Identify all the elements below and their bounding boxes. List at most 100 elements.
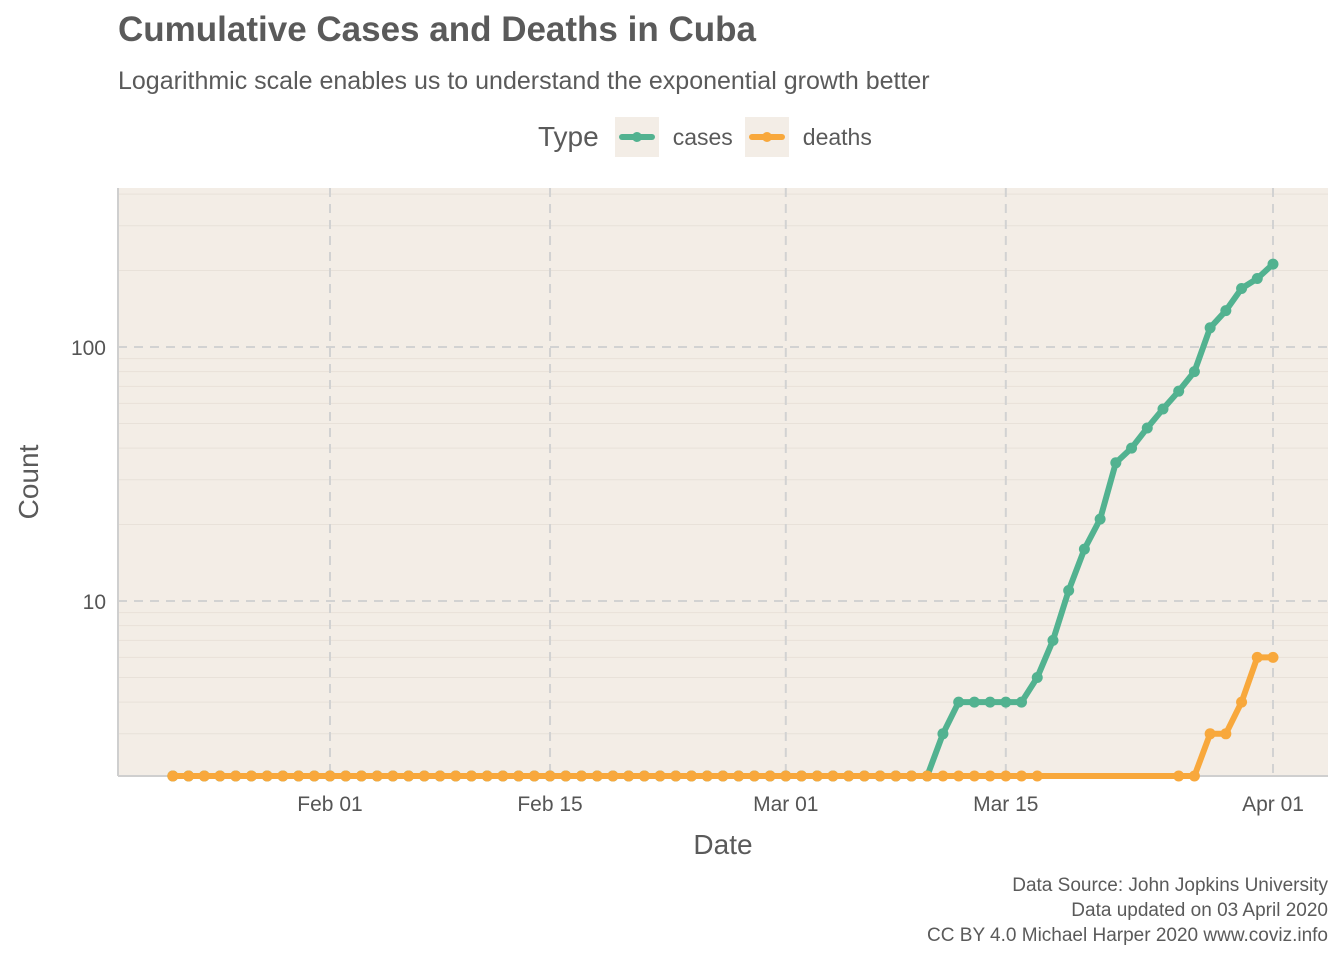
data-point-deaths xyxy=(937,770,949,782)
data-point-deaths xyxy=(1188,770,1200,782)
data-point-deaths xyxy=(355,770,367,782)
legend-key-cases xyxy=(614,117,659,157)
data-point-deaths xyxy=(780,770,792,782)
data-point-deaths xyxy=(560,770,572,782)
data-point-cases xyxy=(1063,584,1075,596)
chart-title: Cumulative Cases and Deaths in Cuba xyxy=(118,10,756,49)
legend-label-cases: cases xyxy=(672,123,733,150)
x-axis-title: Date xyxy=(693,829,752,860)
data-point-deaths xyxy=(575,770,587,782)
data-point-cases xyxy=(937,728,949,740)
data-point-deaths xyxy=(984,770,996,782)
data-point-deaths xyxy=(183,770,195,782)
data-point-deaths xyxy=(497,770,509,782)
data-point-deaths xyxy=(748,770,760,782)
x-axis-ticks: Feb 01 Feb 15 Mar 01 Mar 15 Apr 01 xyxy=(297,793,1304,816)
data-point-deaths xyxy=(1000,770,1012,782)
y-tick-label: 100 xyxy=(71,337,106,360)
chart-subtitle: Logarithmic scale enables us to understa… xyxy=(118,67,930,95)
y-tick-label: 10 xyxy=(83,591,106,614)
data-point-cases xyxy=(1016,696,1028,708)
data-point-deaths xyxy=(1251,651,1263,663)
data-point-deaths xyxy=(591,770,603,782)
data-point-deaths xyxy=(371,770,383,782)
data-point-deaths xyxy=(858,770,870,782)
data-point-deaths xyxy=(638,770,650,782)
data-point-deaths xyxy=(513,770,525,782)
data-point-cases xyxy=(968,696,980,708)
data-point-deaths xyxy=(324,770,336,782)
data-point-deaths xyxy=(953,770,965,782)
data-point-cases xyxy=(1204,322,1216,334)
series-layer xyxy=(167,258,1279,782)
data-point-deaths xyxy=(670,770,682,782)
data-point-deaths xyxy=(827,770,839,782)
data-point-deaths xyxy=(874,770,886,782)
data-point-deaths xyxy=(733,770,745,782)
data-point-cases xyxy=(1110,457,1122,469)
data-point-deaths xyxy=(277,770,289,782)
data-point-deaths xyxy=(481,770,493,782)
data-point-deaths xyxy=(796,770,807,782)
data-point-deaths xyxy=(198,770,210,782)
data-point-cases xyxy=(1188,366,1200,378)
x-tick-label: Feb 15 xyxy=(517,793,582,816)
data-point-cases xyxy=(1031,671,1043,683)
data-point-deaths xyxy=(214,770,226,782)
data-point-deaths xyxy=(607,770,619,782)
data-point-deaths xyxy=(387,770,399,782)
data-point-deaths xyxy=(230,770,242,782)
data-point-deaths xyxy=(340,770,352,782)
data-point-deaths xyxy=(1204,728,1216,740)
legend-key-deaths xyxy=(744,117,789,157)
data-point-deaths xyxy=(890,770,902,782)
data-point-deaths xyxy=(544,770,556,782)
data-point-deaths xyxy=(906,770,918,782)
major-gridlines xyxy=(118,188,1328,776)
data-point-deaths xyxy=(1016,770,1028,782)
caption-updated: Data updated on 03 April 2020 xyxy=(1071,900,1328,921)
data-point-cases xyxy=(1267,258,1279,270)
legend-item-cases: cases xyxy=(614,117,733,157)
x-tick-label: Mar 15 xyxy=(973,793,1038,816)
data-point-deaths xyxy=(843,770,855,782)
y-axis-ticks: 10 100 xyxy=(71,337,106,614)
data-point-deaths xyxy=(685,770,697,782)
data-point-deaths xyxy=(293,770,305,782)
x-tick-label: Mar 01 xyxy=(753,793,818,816)
data-point-deaths xyxy=(717,770,729,782)
data-point-deaths xyxy=(245,770,257,782)
data-point-cases xyxy=(1236,282,1248,294)
legend-item-deaths: deaths xyxy=(744,117,872,157)
data-point-deaths xyxy=(764,770,776,782)
data-point-deaths xyxy=(308,770,320,782)
data-point-deaths xyxy=(811,770,823,782)
data-point-cases xyxy=(1000,696,1012,708)
legend: Type cases deaths xyxy=(538,117,884,157)
series-deaths xyxy=(167,651,1279,782)
data-point-cases xyxy=(984,696,996,708)
data-point-deaths xyxy=(434,770,446,782)
data-point-cases xyxy=(1094,513,1106,525)
minor-gridlines xyxy=(118,193,1328,735)
data-point-deaths xyxy=(528,770,540,782)
legend-title: Type xyxy=(538,121,599,152)
x-tick-label: Apr 01 xyxy=(1242,793,1304,816)
caption: Data Source: John Jopkins University Dat… xyxy=(927,873,1328,948)
data-point-deaths xyxy=(1220,728,1232,740)
data-point-cases xyxy=(1141,422,1153,434)
data-point-cases xyxy=(1078,543,1090,555)
data-point-deaths xyxy=(968,770,980,782)
caption-source: Data Source: John Jopkins University xyxy=(1012,875,1328,896)
legend-label-deaths: deaths xyxy=(802,123,872,150)
data-point-cases xyxy=(953,696,965,708)
data-point-deaths xyxy=(1267,651,1279,663)
data-point-deaths xyxy=(167,770,179,782)
data-point-deaths xyxy=(654,770,666,782)
data-point-deaths xyxy=(465,770,477,782)
x-tick-label: Feb 01 xyxy=(297,793,362,816)
data-point-deaths xyxy=(623,770,635,782)
data-point-deaths xyxy=(701,770,713,782)
data-point-cases xyxy=(1157,403,1169,415)
